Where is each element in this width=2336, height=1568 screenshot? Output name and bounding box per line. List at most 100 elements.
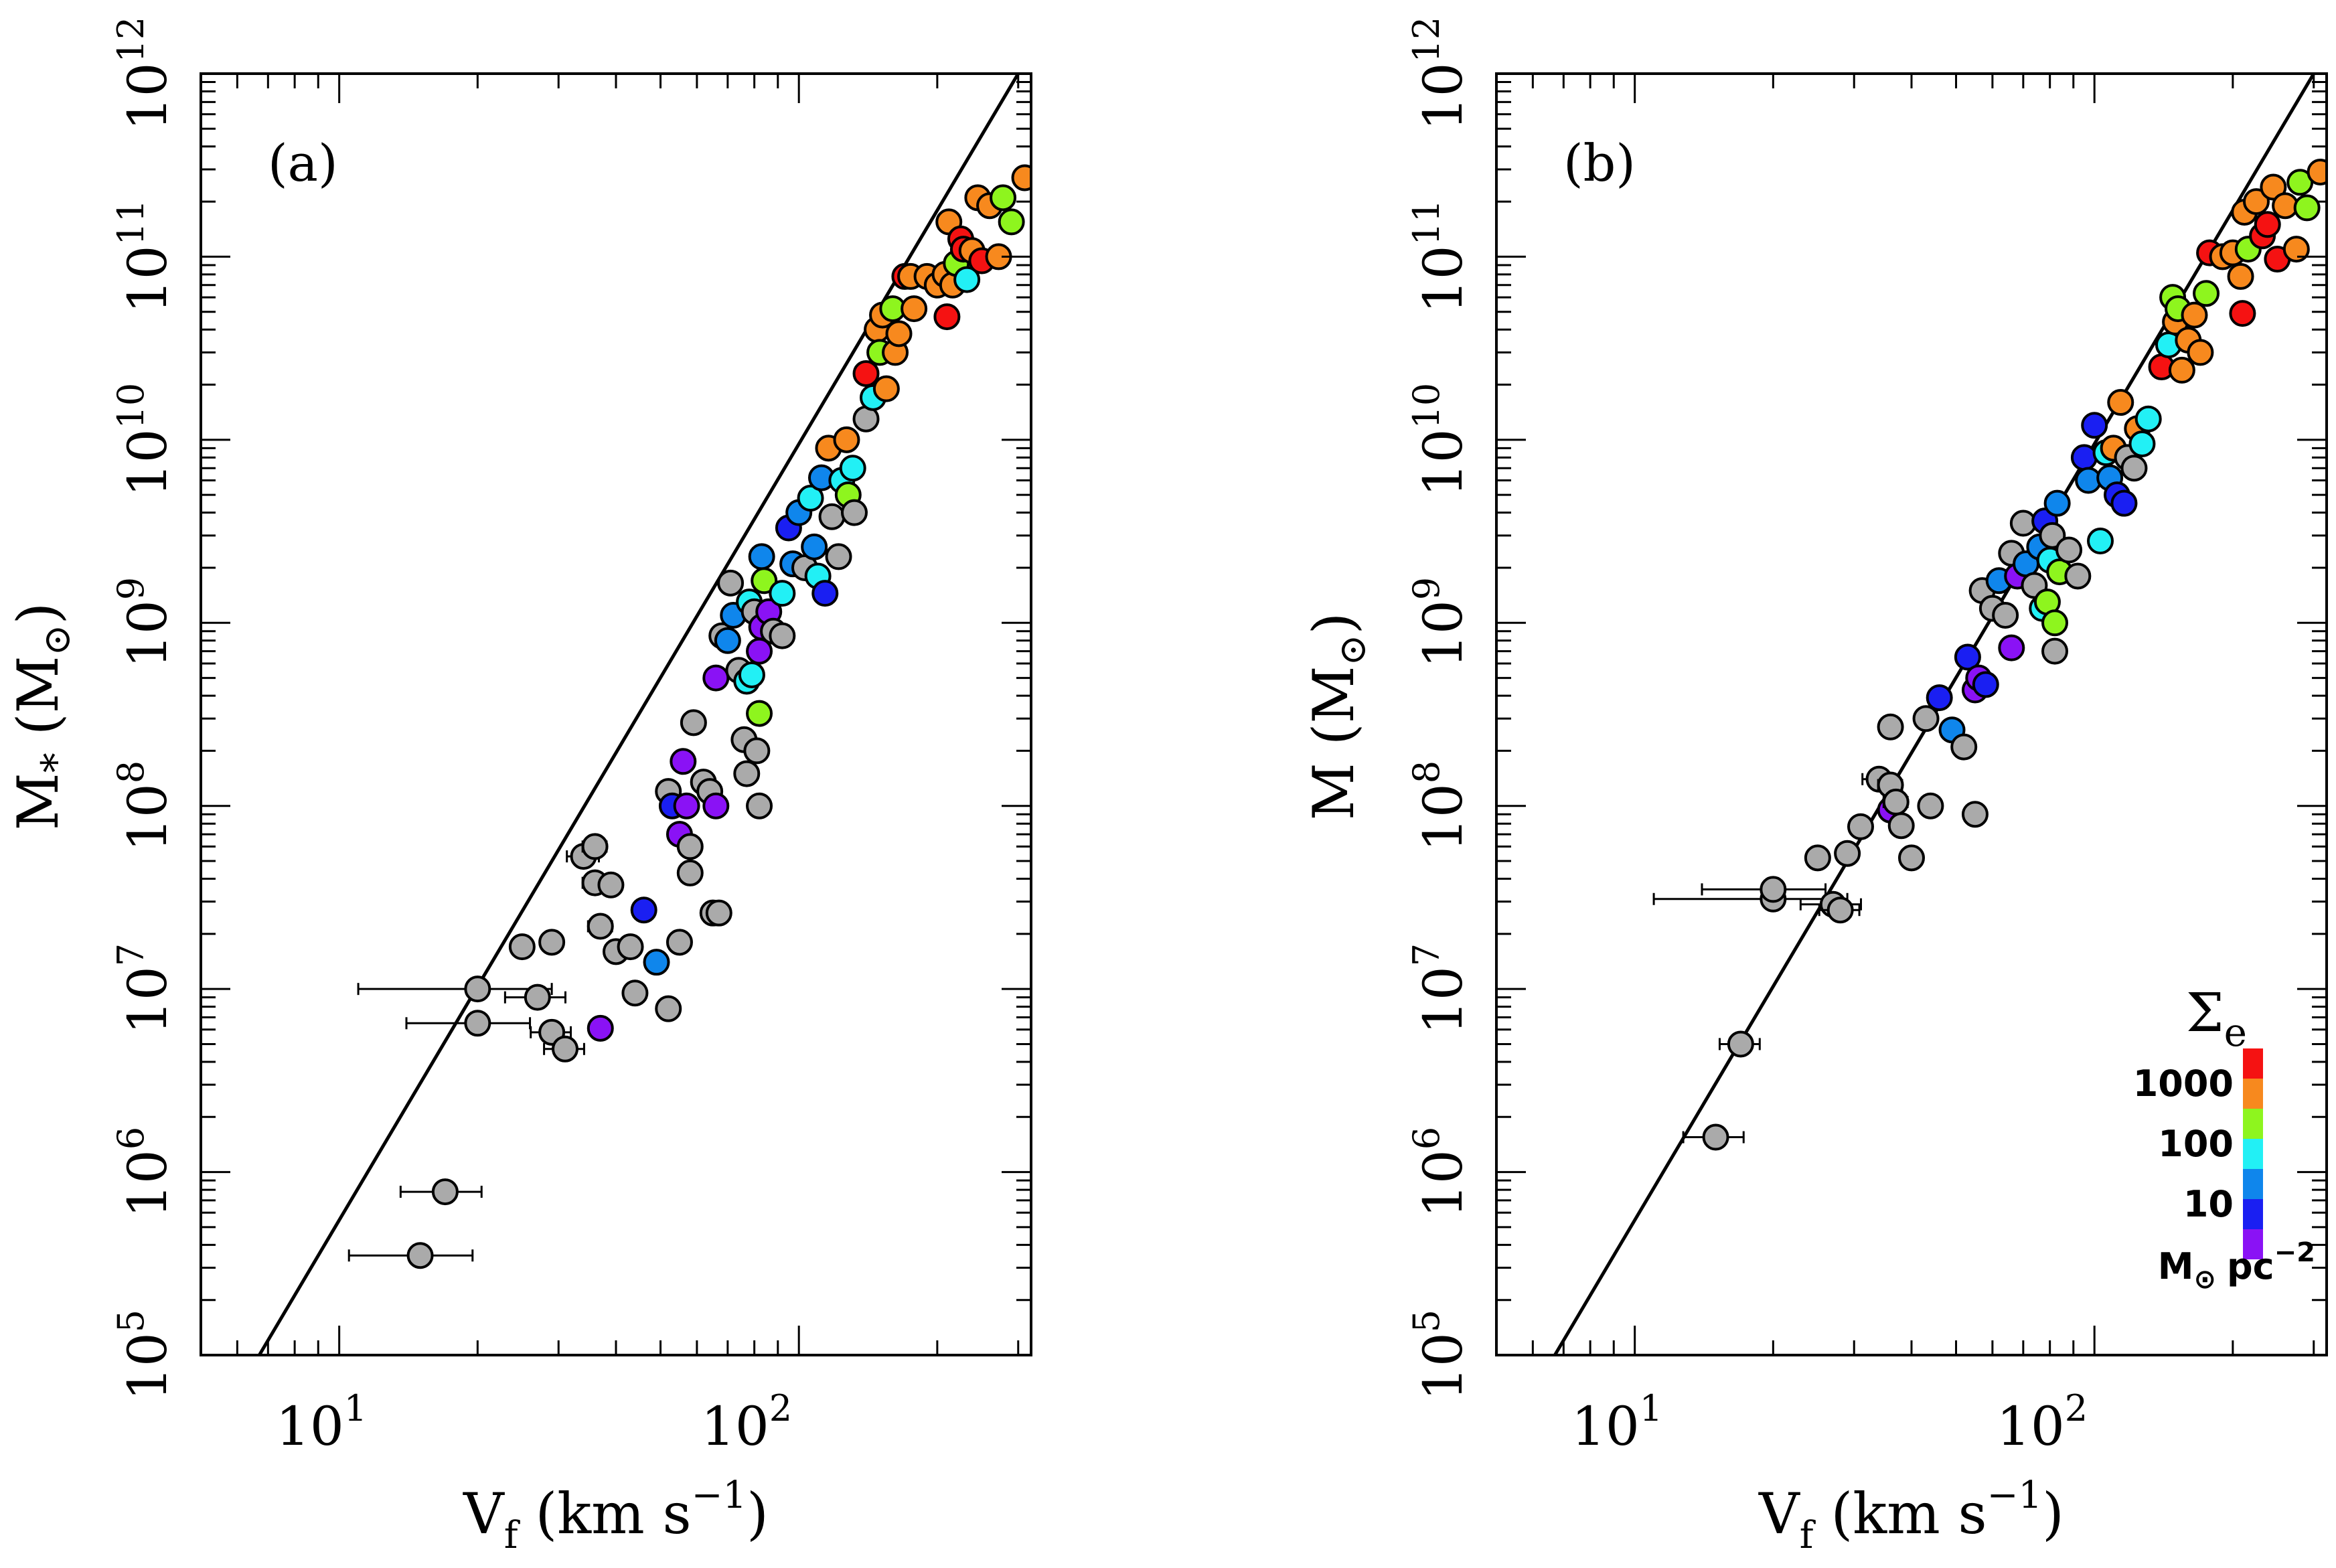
plot-frame xyxy=(1495,72,2328,1356)
data-point-violet xyxy=(670,748,697,775)
data-point-orange xyxy=(2307,159,2327,185)
data-point-cyan xyxy=(2128,430,2156,457)
panel-a: (a) 101 102 Vf (km s−1) M*(M⊙) 105 106 10… xyxy=(5,17,1032,1557)
data-point-gray xyxy=(1950,733,1978,761)
data-point-lime xyxy=(990,184,1017,212)
x-tick-label-100: 102 xyxy=(701,1387,792,1458)
y-tick-label-1e8: 108 xyxy=(110,761,179,852)
x-minor-ticks xyxy=(200,74,1020,1355)
data-point-lime xyxy=(998,208,1025,236)
data-point-red xyxy=(2254,211,2281,238)
major-ticks xyxy=(1496,72,2327,1356)
legend-title: Σe xyxy=(2186,982,2247,1055)
y-tick-label-1e12: 1012 xyxy=(110,17,179,131)
data-point-gray xyxy=(1826,896,1854,924)
data-point-orange xyxy=(2242,188,2270,216)
legend-swatch-azure xyxy=(2243,1169,2263,1199)
data-point-blue xyxy=(2081,412,2108,439)
y-tick-label-1e12: 1012 xyxy=(1405,17,1474,131)
data-point-lime xyxy=(746,700,773,727)
y-minor-ticks xyxy=(201,81,1031,1302)
y-minor-ticks xyxy=(1496,81,2327,1302)
data-point-gray xyxy=(743,737,771,765)
data-point-blue xyxy=(811,580,839,607)
panel-label: (b) xyxy=(1563,133,1636,193)
y-tick-label-1e8: 108 xyxy=(1405,761,1474,852)
y-axis-label: M(M⊙) xyxy=(1301,613,1375,821)
legend-swatch-blue xyxy=(2243,1199,2263,1229)
data-point-gray xyxy=(431,1178,459,1206)
data-point-blue xyxy=(2110,489,2138,517)
y-tick-label-1e5: 105 xyxy=(110,1310,179,1401)
legend-swatch-red xyxy=(2243,1048,2263,1079)
data-point-orange xyxy=(2187,339,2214,366)
data-point-blue xyxy=(1954,643,1981,671)
data-point-cyan xyxy=(797,485,824,512)
data-point-cyan xyxy=(953,266,981,293)
data-point-violet xyxy=(587,1014,614,1042)
x-axis-label: Vf (km s−1) xyxy=(463,1474,769,1557)
x-tick-label-10: 101 xyxy=(276,1387,367,1458)
data-point-gray xyxy=(621,979,649,1007)
legend-label-1000: 1000 xyxy=(2133,1063,2234,1105)
fit-line-layer xyxy=(258,74,1020,1355)
data-point-gray xyxy=(1961,801,1989,828)
data-point-lime xyxy=(751,567,778,595)
data-point-cyan xyxy=(839,455,866,482)
legend-swatch-cyan xyxy=(2243,1139,2263,1169)
data-point-gray xyxy=(1877,713,1904,740)
data-point-cyan xyxy=(769,580,796,607)
data-point-gray xyxy=(825,543,852,570)
data-point-gray xyxy=(2039,522,2066,549)
panel-b: (b) 101 102 Vf (km s−1) M(M⊙) 105 106 107… xyxy=(1301,17,2328,1557)
points-layer xyxy=(1652,159,2327,1151)
data-point-orange xyxy=(872,375,900,402)
data-point-gray xyxy=(538,929,566,956)
fit-line xyxy=(258,74,1020,1355)
data-point-orange xyxy=(2272,192,2299,220)
data-point-azure xyxy=(748,543,775,570)
y-tick-label-1e10: 1010 xyxy=(110,383,179,497)
legend-swatch-lime xyxy=(2243,1109,2263,1139)
data-point-red xyxy=(2229,300,2256,327)
x-axis-label: Vf (km s−1) xyxy=(1758,1474,2064,1557)
y-tick-label-1e6: 106 xyxy=(110,1127,179,1218)
data-point-gray xyxy=(1898,844,1925,872)
legend-swatch-violet xyxy=(2243,1229,2263,1259)
data-point-gray xyxy=(2064,562,2092,590)
error-bar xyxy=(357,983,553,996)
data-point-gray xyxy=(769,622,796,649)
data-point-gray xyxy=(2120,455,2148,482)
data-point-orange xyxy=(901,295,928,323)
y-tick-labels: 105 106 107 108 109 1010 1011 1012 xyxy=(1405,17,1474,1401)
color-legend: Σe 1000 100 10 M⊙ pc−2 xyxy=(2133,982,2315,1295)
y-tick-label-1e11: 1011 xyxy=(1405,200,1474,314)
data-point-gray xyxy=(1887,812,1915,840)
y-tick-label-1e5: 105 xyxy=(1405,1310,1474,1401)
y-tick-label-1e6: 106 xyxy=(1405,1127,1474,1218)
y-tick-label-1e11: 1011 xyxy=(110,200,179,314)
data-point-gray xyxy=(508,933,536,961)
data-point-violet xyxy=(702,664,730,692)
data-point-gray xyxy=(524,984,551,1011)
x-tick-label-10: 101 xyxy=(1571,1387,1662,1458)
data-point-orange xyxy=(1011,164,1031,191)
y-axis-label: M*(M⊙) xyxy=(5,603,80,831)
data-point-gray xyxy=(1882,788,1910,815)
data-point-gray xyxy=(464,975,491,1003)
data-point-blue xyxy=(2070,444,2098,471)
major-ticks xyxy=(201,72,1031,1356)
data-point-gray xyxy=(1912,705,1940,732)
data-point-gray xyxy=(840,499,868,526)
y-tick-label-1e9: 109 xyxy=(1405,577,1474,668)
data-point-cyan xyxy=(2134,405,2162,433)
data-point-blue xyxy=(1926,684,1953,712)
legend-units: M⊙ pc−2 xyxy=(2158,1237,2315,1295)
data-point-orange xyxy=(2260,173,2287,201)
data-point-gray xyxy=(746,792,773,819)
data-point-gray xyxy=(680,709,707,736)
data-point-blue xyxy=(1972,671,1999,698)
panel-label: (a) xyxy=(268,133,338,193)
data-point-gray xyxy=(705,899,732,927)
data-point-azure xyxy=(643,949,670,976)
